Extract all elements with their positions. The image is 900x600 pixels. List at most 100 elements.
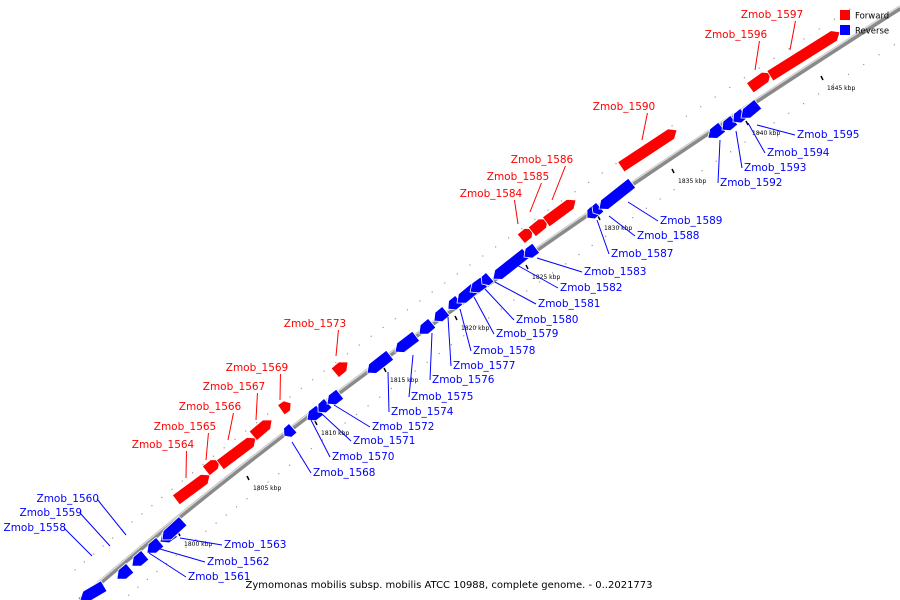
track-dot — [438, 352, 440, 355]
track-dot — [685, 115, 687, 117]
gene-arrow-zmob-1597[interactable] — [766, 30, 841, 82]
tick-mark — [454, 315, 458, 321]
tick-label: 1800 kbp — [184, 541, 212, 548]
gene-label-zmob-1596[interactable]: Zmob_1596 — [705, 29, 768, 41]
track-dot — [356, 413, 358, 415]
gene-label-zmob-1560[interactable]: Zmob_1560 — [37, 493, 99, 505]
gene-arrow-zmob-1577[interactable] — [433, 305, 451, 323]
track-dot — [758, 67, 760, 69]
gene-label-zmob-1593[interactable]: Zmob_1593 — [744, 162, 806, 174]
gene-arrow-zmob-1589[interactable] — [598, 177, 637, 210]
gene-arrow-zmob-1564[interactable] — [171, 473, 211, 506]
gene-arrow-zmob-1574[interactable] — [366, 349, 395, 374]
gene-label-zmob-1590[interactable]: Zmob_1590 — [593, 101, 655, 113]
gene-label-zmob-1597[interactable]: Zmob_1597 — [741, 9, 803, 21]
gene-label-zmob-1564[interactable]: Zmob_1564 — [132, 439, 195, 451]
outer-dots — [74, 8, 895, 596]
track-dot — [223, 447, 225, 449]
gene-label-zmob-1578[interactable]: Zmob_1578 — [473, 345, 535, 357]
gene-label-zmob-1561[interactable]: Zmob_1561 — [188, 571, 250, 583]
label-connector — [789, 20, 796, 51]
tick-label: 1825 kbp — [532, 274, 560, 281]
gene-arrow-zmob-1586[interactable] — [541, 198, 577, 228]
track-dot — [406, 309, 409, 311]
track-dot — [256, 422, 258, 424]
gene-arrow-zmob-1575[interactable] — [394, 330, 421, 353]
gene-arrow-zmob-1596[interactable] — [745, 71, 772, 94]
label-connector — [754, 40, 760, 71]
track-dot — [758, 132, 761, 134]
gene-arrow-zmob-1590[interactable] — [617, 128, 678, 173]
gene-label-zmob-1571[interactable]: Zmob_1571 — [353, 435, 415, 447]
track-dot — [513, 299, 515, 301]
gene-arrow-zmob-1569[interactable] — [277, 400, 292, 416]
gene-label-zmob-1580[interactable]: Zmob_1580 — [516, 314, 578, 326]
gene-label-zmob-1592[interactable]: Zmob_1592 — [720, 177, 782, 189]
gene-arrow-zmob-1581[interactable] — [480, 271, 495, 287]
gene-label-zmob-1575[interactable]: Zmob_1575 — [411, 391, 473, 403]
label-connector — [536, 257, 583, 273]
track-dot — [344, 422, 346, 424]
track-dot — [112, 537, 114, 539]
gene-label-zmob-1587[interactable]: Zmob_1587 — [611, 248, 673, 260]
track-dot — [370, 335, 372, 337]
gene-labels: Zmob_1558 Zmob_1559 Zmob_1560 Zmob_1561 Zmob… — [4, 9, 860, 583]
gene-label-zmob-1585[interactable]: Zmob_1585 — [487, 171, 549, 183]
legend-label-reverse: Reverse — [855, 27, 889, 37]
track-dot — [773, 57, 775, 59]
track-dot — [833, 18, 836, 20]
gene-label-zmob-1574[interactable]: Zmob_1574 — [391, 406, 454, 418]
gene-label-zmob-1594[interactable]: Zmob_1594 — [767, 147, 830, 159]
track-dot — [803, 38, 805, 40]
gene-arrow-zmob-1560[interactable] — [131, 549, 150, 567]
label-connector — [205, 432, 209, 461]
gene-label-zmob-1572[interactable]: Zmob_1572 — [372, 421, 434, 433]
gene-label-zmob-1586[interactable]: Zmob_1586 — [511, 154, 574, 166]
tick-mark — [525, 264, 529, 270]
gene-label-zmob-1579[interactable]: Zmob_1579 — [496, 328, 558, 340]
gene-label-zmob-1566[interactable]: Zmob_1566 — [179, 401, 242, 413]
track-dot — [469, 264, 471, 266]
track-dot — [863, 63, 865, 66]
gene-arrow-zmob-1568[interactable] — [283, 422, 298, 438]
track-dot — [156, 570, 158, 573]
gene-arrow-zmob-1566[interactable] — [215, 436, 257, 471]
gene-label-zmob-1569[interactable]: Zmob_1569 — [226, 362, 288, 374]
gene-label-zmob-1582[interactable]: Zmob_1582 — [560, 282, 622, 294]
gene-arrow-zmob-1567[interactable] — [248, 419, 273, 442]
gene-label-zmob-1588[interactable]: Zmob_1588 — [637, 230, 699, 242]
gene-arrow-zmob-1565[interactable] — [201, 459, 221, 477]
gene-label-zmob-1576[interactable]: Zmob_1576 — [432, 374, 495, 386]
gene-label-zmob-1558[interactable]: Zmob_1558 — [4, 522, 66, 534]
gene-label-zmob-1562[interactable]: Zmob_1562 — [207, 556, 269, 568]
gene-arrow-zmob-1558[interactable] — [79, 580, 108, 600]
gene-label-zmob-1570[interactable]: Zmob_1570 — [332, 451, 394, 463]
gene-arrow-zmob-1583[interactable] — [523, 242, 541, 259]
gene-arrow-zmob-1584[interactable] — [516, 227, 534, 245]
track-dot — [444, 282, 446, 284]
gene-label-zmob-1584[interactable]: Zmob_1584 — [460, 188, 523, 200]
gene-label-zmob-1581[interactable]: Zmob_1581 — [538, 298, 600, 310]
track-dot — [893, 44, 895, 46]
gene-label-zmob-1583[interactable]: Zmob_1583 — [584, 266, 646, 278]
gene-arrow-zmob-1576[interactable] — [418, 317, 437, 335]
gene-label-zmob-1568[interactable]: Zmob_1568 — [313, 467, 375, 479]
gene-label-zmob-1589[interactable]: Zmob_1589 — [660, 215, 722, 227]
gene-arrow-zmob-1559[interactable] — [116, 562, 135, 580]
label-connector — [747, 122, 766, 154]
gene-arrow-zmob-1573[interactable] — [330, 361, 349, 379]
gene-label-zmob-1573[interactable]: Zmob_1573 — [284, 318, 346, 330]
gene-label-zmob-1595[interactable]: Zmob_1595 — [797, 129, 859, 141]
gene-arrow-zmob-1572[interactable] — [326, 388, 345, 406]
genome-backbone — [78, 5, 900, 600]
track-dot — [161, 496, 163, 499]
gene-arrow-zmob-1563[interactable] — [161, 516, 188, 541]
gene-label-zmob-1567[interactable]: Zmob_1567 — [203, 381, 265, 393]
gene-label-zmob-1559[interactable]: Zmob_1559 — [20, 507, 82, 519]
gene-label-zmob-1577[interactable]: Zmob_1577 — [453, 360, 515, 372]
gene-arrow-zmob-1595[interactable] — [740, 98, 763, 119]
tick-mark — [314, 420, 318, 426]
gene-label-zmob-1565[interactable]: Zmob_1565 — [154, 421, 216, 433]
gene-label-zmob-1563[interactable]: Zmob_1563 — [224, 539, 286, 551]
track-dot — [212, 455, 215, 457]
